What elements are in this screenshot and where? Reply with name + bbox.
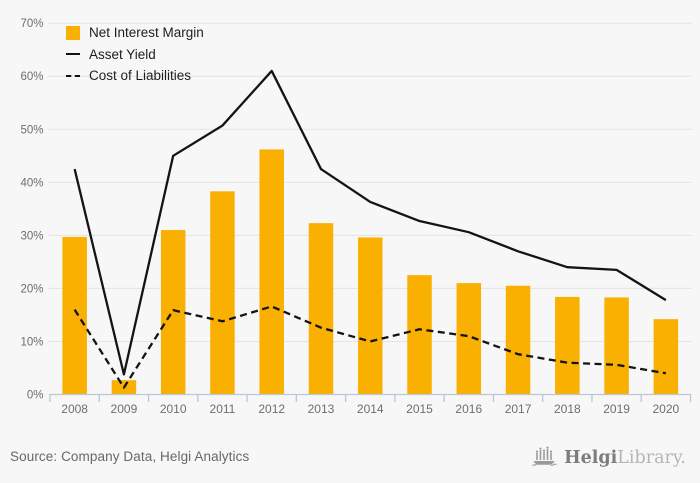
svg-text:2008: 2008 — [61, 402, 88, 416]
svg-text:2014: 2014 — [357, 402, 384, 416]
legend-label: Net Interest Margin — [89, 25, 204, 41]
asset-yield-swatch-icon — [66, 53, 80, 56]
brand-library: Library. — [617, 448, 686, 468]
svg-text:2013: 2013 — [308, 402, 335, 416]
svg-text:10%: 10% — [20, 336, 43, 348]
svg-text:60%: 60% — [20, 71, 43, 83]
legend-item-asset-yield: Asset Yield — [66, 44, 204, 66]
brand-text: HelgiLibrary. — [564, 448, 686, 468]
chart-area: 0% 10% 20% 30% 40% 50% 60% 70% 2008 2009 2010 2011 2… — [20, 18, 692, 416]
svg-text:2009: 2009 — [111, 402, 138, 416]
svg-text:2011: 2011 — [210, 402, 236, 416]
svg-text:70%: 70% — [20, 18, 43, 30]
svg-text:20%: 20% — [20, 283, 43, 295]
legend-label: Cost of Liabilities — [89, 68, 192, 84]
svg-text:2015: 2015 — [406, 402, 433, 416]
svg-text:0%: 0% — [27, 390, 44, 402]
svg-text:2019: 2019 — [603, 402, 630, 416]
legend: Net Interest Margin Asset Yield Cost of … — [66, 22, 204, 87]
svg-text:2020: 2020 — [653, 402, 680, 416]
svg-text:2018: 2018 — [554, 402, 581, 416]
net-interest-margin-swatch-icon — [66, 25, 80, 40]
legend-label: Asset Yield — [89, 46, 156, 62]
helgi-library-logo: HelgiLibrary. — [532, 446, 686, 468]
svg-text:2017: 2017 — [505, 402, 532, 416]
svg-text:40%: 40% — [20, 177, 43, 189]
legend-item-net-interest-margin: Net Interest Margin — [66, 22, 204, 44]
source-text: Source: Company Data, Helgi Analytics — [10, 449, 250, 464]
svg-text:2012: 2012 — [258, 402, 285, 416]
footer: Source: Company Data, Helgi Analytics — [0, 430, 700, 483]
legend-item-cost-of-liabilities: Cost of Liabilities — [66, 65, 204, 87]
svg-text:2016: 2016 — [455, 402, 482, 416]
chart-canvas: 0% 10% 20% 30% 40% 50% 60% 70% 2008 2009 2010 2011 2… — [20, 18, 692, 416]
helgi-skyline-icon — [532, 446, 557, 466]
cost-of-liabilities-swatch-icon — [66, 74, 80, 77]
svg-text:2010: 2010 — [160, 402, 187, 416]
svg-text:50%: 50% — [20, 124, 43, 136]
svg-text:30%: 30% — [20, 230, 43, 242]
brand-helgi: Helgi — [564, 448, 618, 468]
